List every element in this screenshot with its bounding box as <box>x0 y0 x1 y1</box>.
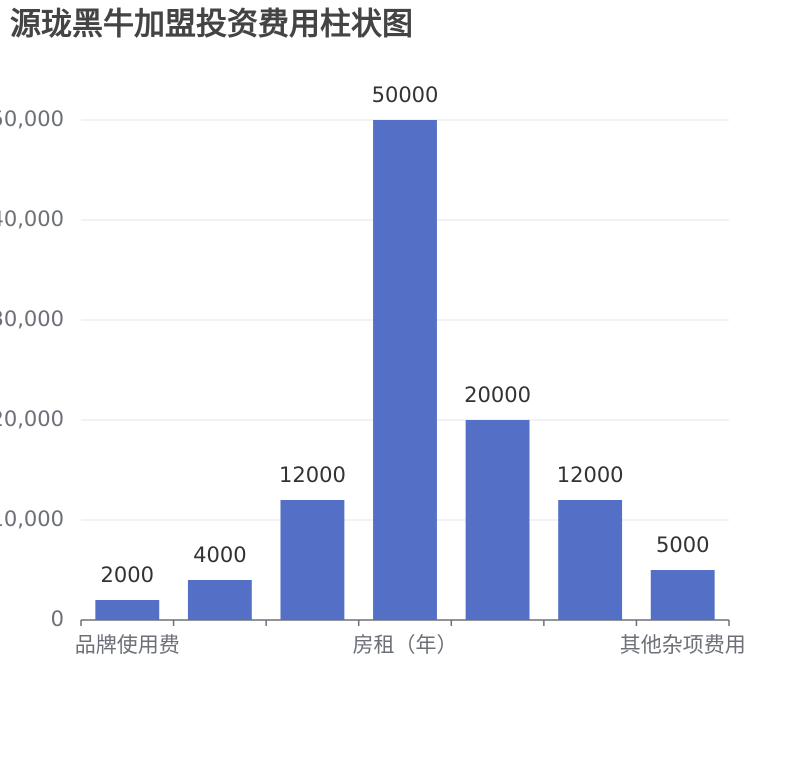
y-tick-label: 30,000 <box>0 307 64 331</box>
data-label: 50000 <box>372 83 439 107</box>
data-label: 20000 <box>464 383 531 407</box>
x-tick-label: 房租（年） <box>353 633 458 657</box>
bar <box>280 500 345 620</box>
x-tick-label: 品牌使用费 <box>75 633 180 657</box>
chart-title: 源珑黑牛加盟投资费用柱状图 <box>10 7 413 43</box>
data-label: 12000 <box>557 463 624 487</box>
data-label: 4000 <box>193 543 246 567</box>
y-tick-label: 10,000 <box>0 507 64 531</box>
data-label: 5000 <box>656 533 709 557</box>
bar <box>187 580 252 620</box>
bar <box>95 600 160 620</box>
data-label: 12000 <box>279 463 346 487</box>
bar <box>650 570 715 620</box>
bar <box>373 120 437 620</box>
bar <box>465 420 530 620</box>
y-tick-label: 0 <box>51 607 64 631</box>
y-tick-label: 20,000 <box>0 407 64 431</box>
bar <box>558 500 623 620</box>
y-tick-label: 40,000 <box>0 207 64 231</box>
x-tick-label: 其他杂项费用 <box>620 633 746 657</box>
data-label: 2000 <box>101 563 154 587</box>
y-tick-label: 50,000 <box>0 107 64 131</box>
